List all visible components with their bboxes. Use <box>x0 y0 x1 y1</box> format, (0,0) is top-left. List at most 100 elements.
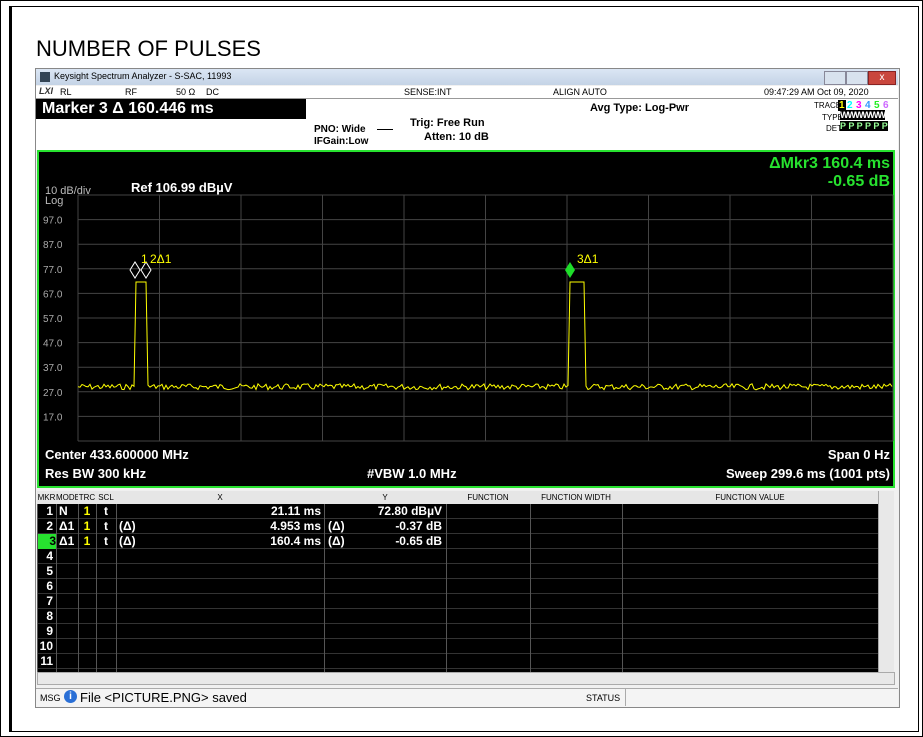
trace-number: 1 <box>838 100 846 111</box>
maximize-button[interactable] <box>846 71 868 85</box>
column-line <box>530 504 531 672</box>
title-bar <box>36 69 898 85</box>
sweep: Sweep 299.6 ms (1001 pts) <box>726 466 890 481</box>
cell-mode: Δ1 <box>59 534 75 548</box>
cell-scl: t <box>104 519 108 533</box>
column-header: FUNCTION <box>446 491 531 504</box>
cell-trc: 1 <box>83 504 91 518</box>
span: Span 0 Hz <box>828 447 891 462</box>
cell-mkr: 9 <box>46 624 53 638</box>
y-tick-label: 57.0 <box>43 314 63 325</box>
graph-frame <box>37 150 895 488</box>
status-rf: RF <box>125 87 137 97</box>
row-line <box>37 518 878 519</box>
delta-marker: ΔMkr3 160.4 ms <box>769 155 890 172</box>
minimize-button[interactable] <box>824 71 846 85</box>
det-values: P P P P P P <box>840 121 888 131</box>
type-values: WWWWWW <box>840 110 886 120</box>
vbw: #VBW 1.0 MHz <box>367 466 457 481</box>
attenuation: Atten: 10 dB <box>424 131 489 143</box>
window-title: Keysight Spectrum Analyzer - S-SAC, 1199… <box>54 71 232 81</box>
cell-mkr: 8 <box>46 609 53 623</box>
status-coupling: DC <box>206 87 219 97</box>
status-divider <box>625 689 626 706</box>
column-header: FUNCTION WIDTH <box>530 491 623 504</box>
row-line <box>37 668 878 669</box>
cell-y-ref: (Δ) <box>328 534 345 548</box>
trace-number: 6 <box>883 100 889 111</box>
column-line <box>78 504 79 672</box>
cell-x: 21.11 ms <box>270 504 321 518</box>
row-line <box>37 563 878 564</box>
column-header: MKR <box>37 491 57 504</box>
trace-number: 2 <box>847 100 853 111</box>
y-tick-label: 87.0 <box>43 240 63 251</box>
row-line <box>37 653 878 654</box>
y-tick-label: 97.0 <box>43 216 63 227</box>
reference-level: Ref 106.99 dBµV <box>131 180 233 195</box>
cell-mode: N <box>59 504 68 518</box>
pno: PNO: Wide <box>314 124 366 135</box>
cell-mkr: 3 <box>37 534 56 549</box>
marker-table: MKR MODE TRC SCL X Y FUNCTION FUNCTION WIDTH FUN… <box>37 491 894 672</box>
center-frequency: Center 433.600000 MHz <box>45 447 189 462</box>
trigger: Trig: Free Run <box>410 117 485 129</box>
column-header: SCL <box>96 491 117 504</box>
scale: 10 dB/div <box>45 185 91 197</box>
grid: 97.0 87.0 77.0 67.0 57.0 47.0 37.0 27.0 17.0 <box>43 194 894 442</box>
column-header: FUNCTION VALUE <box>622 491 879 504</box>
row-line <box>37 533 878 534</box>
status-sense: SENSE:INT <box>404 87 452 97</box>
cell-mkr: 1 <box>46 504 53 518</box>
column-line <box>116 504 117 672</box>
cell-scl: t <box>104 504 108 518</box>
cell-trc: 1 <box>83 519 91 533</box>
vertical-scrollbar <box>878 491 894 672</box>
inner-frame <box>9 6 919 732</box>
cell-mode: Δ1 <box>59 519 75 533</box>
res-bw: Res BW 300 kHz <box>45 466 147 481</box>
cell-mkr: 6 <box>46 579 53 593</box>
y-tick-label: 37.0 <box>43 363 63 374</box>
column-header: Y <box>324 491 447 504</box>
y-tick-label: 67.0 <box>43 289 63 300</box>
status-align: ALIGN AUTO <box>553 87 607 97</box>
marker-readout: Marker 3 Δ 160.446 ms <box>36 99 306 119</box>
y-tick-label: 27.0 <box>43 388 63 399</box>
column-header: MODE <box>56 491 80 504</box>
y-tick-label: 77.0 <box>43 265 63 276</box>
column-line <box>37 504 38 672</box>
cell-y: -0.65 dB <box>395 534 442 548</box>
cell-x: 160.4 ms <box>270 534 321 548</box>
column-line <box>622 504 623 672</box>
graph: 97.0 87.0 77.0 67.0 57.0 47.0 37.0 27.0 17.0 1 2… <box>37 150 895 488</box>
cell-scl: t <box>104 534 108 548</box>
status-rl: RL <box>60 87 72 97</box>
trace-number: 3 <box>856 100 862 111</box>
column-line <box>96 504 97 672</box>
page-title: NUMBER OF PULSES <box>36 36 261 61</box>
marker-diamonds <box>129 261 152 279</box>
column-line <box>446 504 447 672</box>
column-line <box>56 504 57 672</box>
status-row <box>36 86 898 99</box>
row-line <box>37 593 878 594</box>
status-datetime: 09:47:29 AM Oct 09, 2020 <box>764 87 869 97</box>
cell-mkr: 10 <box>39 639 53 653</box>
msg-label: MSG <box>40 693 61 703</box>
horizontal-scrollbar[interactable] <box>37 672 895 685</box>
trace-number: 5 <box>874 100 880 111</box>
y-tick-label: 17.0 <box>43 412 63 423</box>
close-button[interactable]: x <box>868 71 896 85</box>
det-label: DET <box>826 124 842 133</box>
cell-trc: 1 <box>83 534 91 548</box>
cell-y: -0.37 dB <box>395 519 442 533</box>
active-marker <box>565 262 575 278</box>
avg-type: Avg Type: Log-Pwr <box>590 102 689 114</box>
trace <box>77 281 893 391</box>
status-label: STATUS <box>586 693 621 703</box>
lxi-logo: LXI <box>39 86 54 96</box>
status-impedance: 50 Ω <box>176 87 196 97</box>
scale-type: Log <box>45 195 63 207</box>
